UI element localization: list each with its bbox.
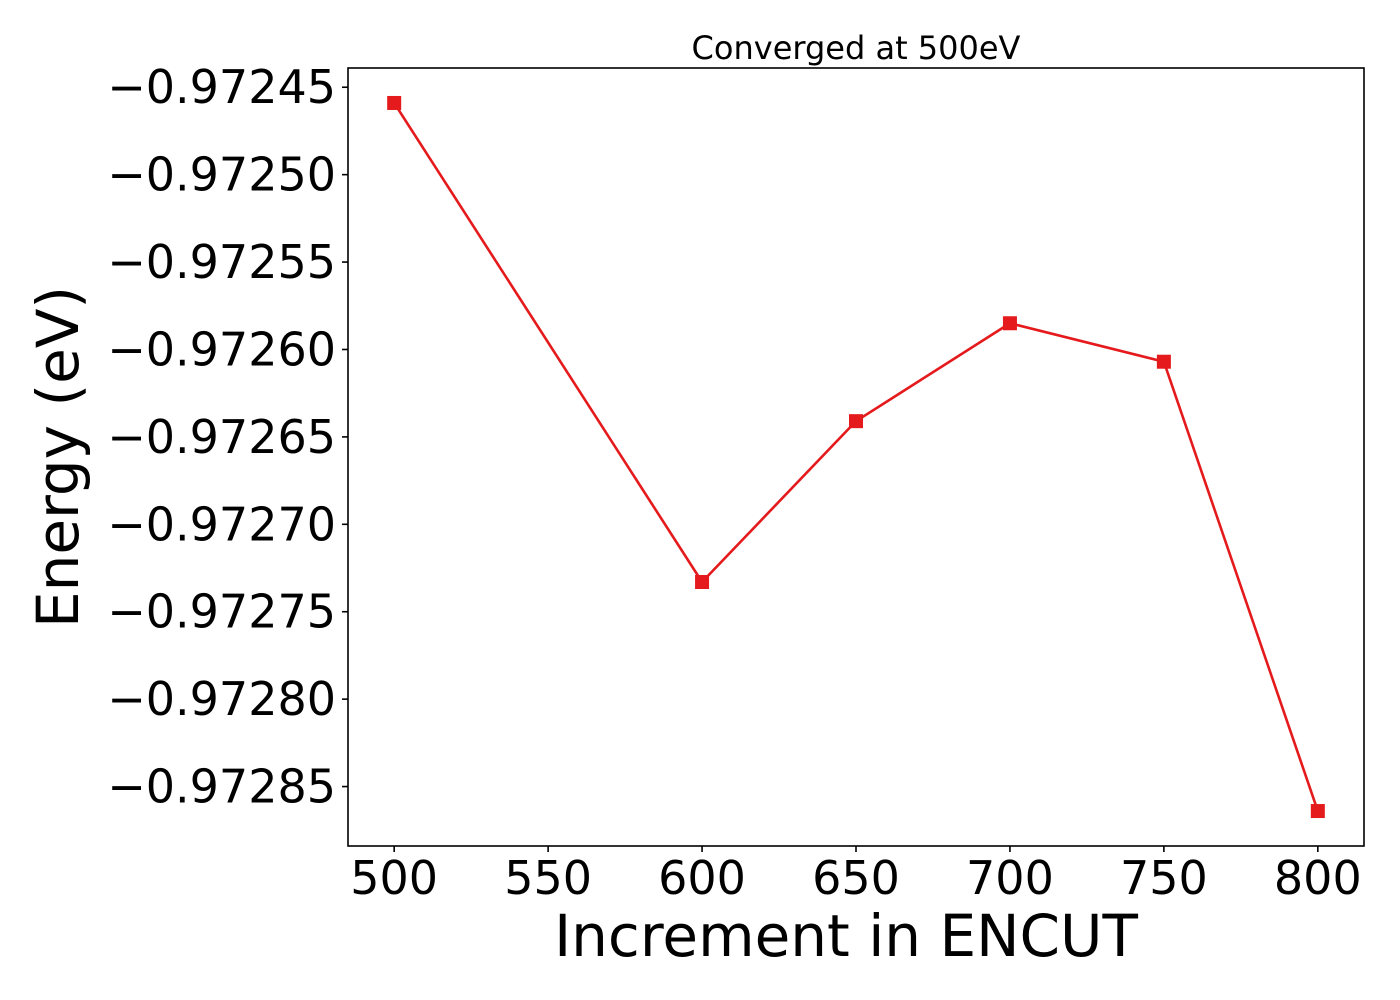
x-tick-label: 700	[966, 851, 1054, 905]
plot-frame	[347, 67, 1365, 847]
data-point-marker	[695, 575, 710, 590]
x-tick-label: 650	[812, 851, 900, 905]
data-point-marker	[849, 414, 863, 429]
y-tick-label: −0.97285	[107, 760, 336, 814]
y-tick-label: −0.97280	[107, 672, 336, 726]
y-tick-label: −0.97260	[107, 322, 336, 376]
x-tick-label: 600	[658, 851, 746, 905]
series-line	[393, 102, 1320, 812]
series-markers	[387, 95, 1325, 819]
data-point-marker	[1310, 804, 1325, 819]
x-tick-label: 750	[1120, 851, 1208, 905]
y-ticks: −0.97245 −0.97250 −0.97255 −0.97260 −0.97265…	[107, 60, 348, 814]
x-tick-label: 500	[350, 851, 438, 905]
y-tick-label: −0.97245	[107, 60, 336, 114]
chart-title: Converged at 500eV	[692, 29, 1021, 67]
series-lines	[393, 102, 1320, 812]
y-tick-label: −0.97265	[107, 410, 336, 464]
y-tick-label: −0.97255	[107, 235, 336, 289]
x-axis-label: Increment in ENCUT	[554, 902, 1138, 970]
data-point-marker	[1002, 316, 1017, 331]
y-tick-label: −0.97270	[107, 497, 336, 551]
data-point-marker	[1156, 354, 1171, 369]
y-axis-label: Energy (eV)	[24, 286, 92, 628]
x-tick-label: 550	[504, 851, 592, 905]
y-tick-label: −0.97250	[107, 148, 336, 202]
y-tick-label: −0.97275	[107, 585, 336, 639]
x-ticks: 500 550 600 650 700 750 800	[350, 846, 1362, 905]
x-tick-label: 800	[1274, 851, 1362, 905]
data-point-marker	[387, 95, 402, 110]
